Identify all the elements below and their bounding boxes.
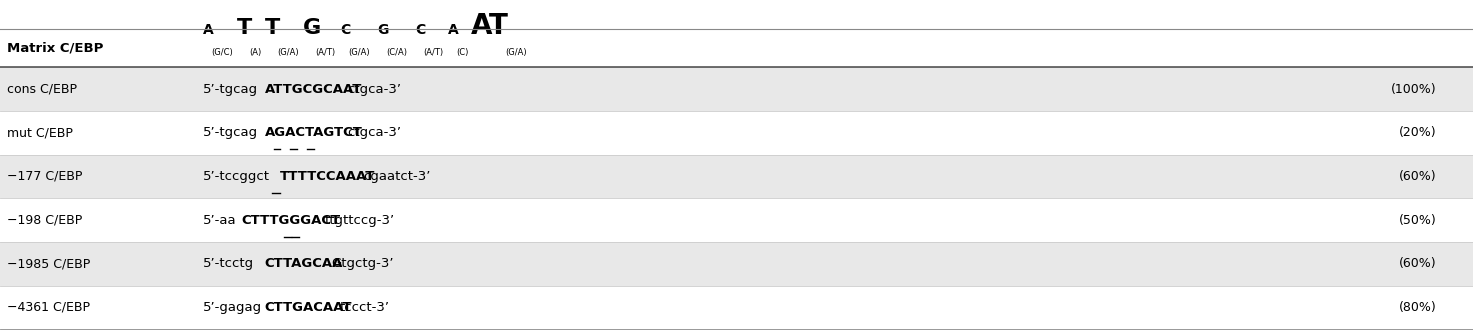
Text: 5’-aa: 5’-aa xyxy=(203,214,237,226)
Text: G: G xyxy=(302,18,321,38)
Text: (60%): (60%) xyxy=(1398,257,1436,270)
Text: −4361 C/EBP: −4361 C/EBP xyxy=(7,301,90,314)
Text: mut C/EBP: mut C/EBP xyxy=(7,126,74,139)
Text: (A/T): (A/T) xyxy=(423,48,443,56)
Text: tccct-3’: tccct-3’ xyxy=(339,301,389,314)
Text: (G/A): (G/A) xyxy=(505,48,527,56)
Text: A: A xyxy=(448,24,460,37)
Text: 5’-tcctg: 5’-tcctg xyxy=(203,257,255,270)
Text: ctgca-3’: ctgca-3’ xyxy=(348,83,402,95)
Text: (20%): (20%) xyxy=(1398,126,1436,139)
Text: 5’-tccggct: 5’-tccggct xyxy=(203,170,270,183)
Text: CTTGACAAT: CTTGACAAT xyxy=(265,301,352,314)
Text: (G/A): (G/A) xyxy=(349,48,370,56)
Text: (A/T): (A/T) xyxy=(315,48,336,56)
Text: T: T xyxy=(264,18,280,38)
Text: cgaatct-3’: cgaatct-3’ xyxy=(362,170,430,183)
Text: (C): (C) xyxy=(457,48,468,56)
Bar xyxy=(0,67,1473,111)
Text: T: T xyxy=(236,18,252,38)
Text: ATTGCGCAAT: ATTGCGCAAT xyxy=(265,83,362,95)
Text: T: T xyxy=(489,12,508,40)
Text: cons C/EBP: cons C/EBP xyxy=(7,83,78,95)
Text: 5’-tgcag: 5’-tgcag xyxy=(203,83,258,95)
Text: CTTTGGGACT: CTTTGGGACT xyxy=(242,214,340,226)
Bar xyxy=(0,155,1473,198)
Text: (50%): (50%) xyxy=(1398,214,1436,226)
Text: (60%): (60%) xyxy=(1398,170,1436,183)
Text: G: G xyxy=(377,24,389,37)
Text: ctgca-3’: ctgca-3’ xyxy=(348,126,402,139)
Text: (C/A): (C/A) xyxy=(386,48,407,56)
Text: (A): (A) xyxy=(249,48,262,56)
Text: C: C xyxy=(340,24,351,37)
Text: −177 C/EBP: −177 C/EBP xyxy=(7,170,82,183)
Text: 5’-tgcag: 5’-tgcag xyxy=(203,126,258,139)
Text: TTTTCCAAAT: TTTTCCAAAT xyxy=(280,170,376,183)
Text: (100%): (100%) xyxy=(1391,83,1436,95)
Bar xyxy=(0,242,1473,286)
Text: Gtgctg-3’: Gtgctg-3’ xyxy=(331,257,393,270)
Text: −1985 C/EBP: −1985 C/EBP xyxy=(7,257,91,270)
Text: Matrix C/EBP: Matrix C/EBP xyxy=(7,41,103,54)
Text: −198 C/EBP: −198 C/EBP xyxy=(7,214,82,226)
Text: ttgttccg-3’: ttgttccg-3’ xyxy=(324,214,395,226)
Text: (G/A): (G/A) xyxy=(277,48,299,56)
Text: (80%): (80%) xyxy=(1398,301,1436,314)
Text: (G/C): (G/C) xyxy=(212,48,233,56)
Text: CTTAGCAA: CTTAGCAA xyxy=(265,257,343,270)
Text: AGACTAGTCT: AGACTAGTCT xyxy=(265,126,362,139)
Text: C: C xyxy=(415,24,426,37)
Text: 5’-gagag: 5’-gagag xyxy=(203,301,262,314)
Text: A: A xyxy=(471,12,493,40)
Text: A: A xyxy=(203,24,214,37)
